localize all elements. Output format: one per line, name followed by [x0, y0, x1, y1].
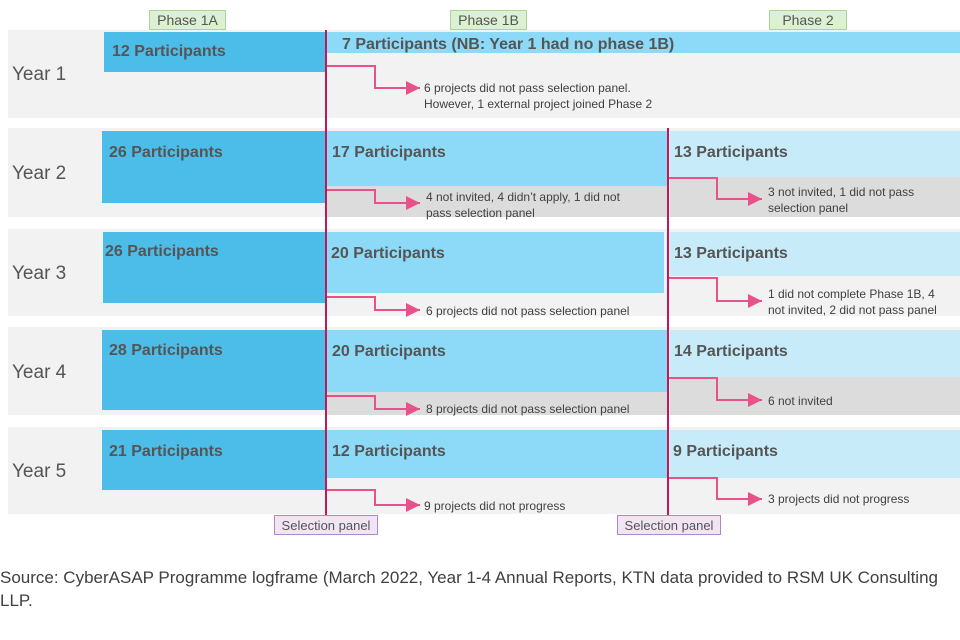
year-2-arrow-1b	[669, 177, 762, 206]
year-3-label: Year 3	[12, 263, 67, 284]
year-4-phase-2-bar: 14 Participants	[670, 330, 960, 377]
phase-2-header: Phase 2	[769, 10, 847, 30]
year-1-note-1a: 6 projects did not pass selection panel.…	[424, 81, 653, 111]
year-2-note-1b: 3 not invited, 1 did not pass selection …	[768, 185, 915, 215]
selection-panel-label-1: Selection panel	[274, 515, 378, 535]
year-1-phase-1b-bar: 7 Participants (NB: Year 1 had no phase …	[327, 32, 960, 53]
year-3-note-1b: 1 did not complete Phase 1B, 4 not invit…	[768, 287, 937, 317]
selection-panel-line-2	[667, 128, 669, 515]
year-1-arrow-1a	[327, 65, 420, 95]
year-2-phase-1a-bar: 26 Participants	[102, 131, 325, 203]
year-1-phase-1a-bar: 12 Participants	[104, 32, 325, 72]
phase-1b-header: Phase 1B	[450, 10, 527, 30]
year-1-label: Year 1	[12, 64, 67, 85]
year-5-phase-1a-bar: 21 Participants	[102, 430, 325, 490]
selection-panel-line-1	[325, 30, 327, 515]
year-3-phase-1a-bar: 26 Participants	[103, 232, 325, 303]
year-3-arrow-1a	[327, 296, 420, 317]
year-2-arrow-1a	[327, 189, 420, 210]
year-4-phase-1a-bar: 28 Participants	[102, 330, 325, 410]
source-note: Source: CyberASAP Programme logframe (Ma…	[0, 568, 938, 610]
selection-panel-label-2: Selection panel	[617, 515, 721, 535]
year-4-label: Year 4	[12, 362, 67, 383]
year-4-arrow-1a	[327, 395, 420, 416]
year-4-note-1a: 8 projects did not pass selection panel	[426, 402, 630, 416]
year-3-arrow-1b	[669, 277, 762, 308]
year-2-note-1a: 4 not invited, 4 didn’t apply, 1 did not…	[426, 190, 620, 220]
year-2-phase-1b-bar: 17 Participants	[327, 131, 668, 186]
year-5-note-1a: 9 projects did not progress	[424, 499, 566, 513]
year-4-note-1b: 6 not invited	[768, 394, 833, 408]
year-3-note-1a: 6 projects did not pass selection panel	[426, 304, 630, 318]
year-5-arrow-1a	[327, 489, 420, 512]
year-2-label: Year 2	[12, 163, 67, 184]
year-4-arrow-1b	[669, 377, 762, 407]
year-3-phase-1b-bar: 20 Participants	[325, 232, 664, 293]
year-3-phase-2-bar: 13 Participants	[670, 232, 960, 276]
year-5-arrow-1b	[669, 477, 762, 506]
year-2-phase-2-bar: 13 Participants	[670, 131, 960, 177]
year-5-phase-2-bar: 9 Participants	[670, 430, 960, 478]
year-5-label: Year 5	[12, 461, 67, 482]
phase-1a-header: Phase 1A	[149, 10, 226, 30]
year-5-note-1b: 3 projects did not progress	[768, 492, 910, 506]
year-4-phase-1b-bar: 20 Participants	[327, 330, 668, 392]
year-5-phase-1b-bar: 12 Participants	[327, 430, 668, 478]
